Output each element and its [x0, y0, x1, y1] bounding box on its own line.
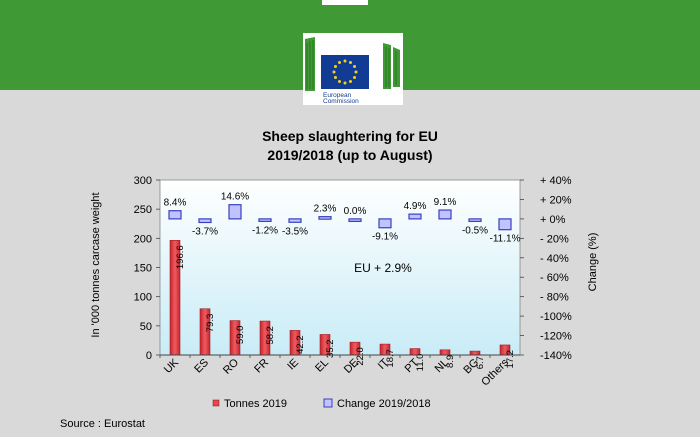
tonnes-data-label: 17.2: [505, 350, 516, 369]
change-bar-bg: [468, 218, 482, 222]
tonnes-bar-bg: [469, 350, 481, 356]
y2-tick-label: + 0%: [540, 214, 566, 226]
change-data-label: 9.1%: [434, 197, 457, 208]
change-data-label: 0.0%: [344, 206, 367, 217]
category-label-ie: IE: [285, 357, 301, 373]
change-data-label: 14.6%: [221, 192, 249, 203]
tonnes-data-label: 35.2: [325, 339, 336, 358]
change-data-label: 8.4%: [164, 198, 187, 209]
eu-annotation: EU + 2.9%: [354, 261, 412, 275]
header-tab: [322, 0, 368, 5]
y-tick-label: 250: [134, 204, 152, 216]
chart-title-line1: Sheep slaughtering for EU: [262, 128, 438, 144]
legend-label-tonnes: Tonnes 2019: [224, 398, 287, 410]
legend: Tonnes 2019 Change 2019/2018: [212, 398, 431, 410]
y-tick-label: 50: [140, 321, 152, 333]
category-label-ro: RO: [221, 356, 241, 376]
change-data-label: -0.5%: [462, 225, 488, 236]
tonnes-data-label: 59.0: [235, 326, 246, 345]
y2-tick-label: -100%: [540, 311, 572, 323]
change-bar-de: [348, 218, 362, 222]
european-commission-logo: European Commission: [303, 33, 403, 105]
change-data-label: 4.9%: [404, 201, 427, 212]
logo-text-line2: Commission: [323, 98, 359, 105]
legend-swatch-tonnes: [212, 399, 220, 407]
tonnes-data-label: 11.0: [415, 354, 426, 372]
category-label-uk: UK: [162, 356, 182, 376]
y2-axis-label: Change (%): [587, 233, 599, 292]
y2-tick-label: + 40%: [540, 175, 572, 187]
tonnes-data-label: 8.9: [445, 355, 456, 368]
tonnes-bar-nl: [439, 349, 451, 356]
tonnes-data-label: 18.7: [385, 349, 396, 368]
change-bar-es: [198, 218, 212, 224]
y2-tick-label: -140%: [540, 350, 572, 362]
y-axis-label: In '000 tonnes carcase weight: [90, 192, 102, 337]
change-data-label: -3.7%: [192, 226, 218, 237]
tonnes-data-label: 79.3: [205, 314, 216, 333]
tonnes-data-label: 6.7: [475, 356, 486, 369]
change-bar-ie: [288, 218, 302, 223]
y2-tick-label: + 20%: [540, 194, 572, 206]
change-bar-ro: [228, 204, 242, 220]
change-data-label: -9.1%: [372, 232, 398, 243]
category-label-fr: FR: [252, 357, 271, 376]
source-note: Source : Eurostat: [60, 418, 145, 430]
y2-tick-label: -120%: [540, 331, 572, 343]
y-tick-label: 200: [134, 233, 152, 245]
change-bar-el: [318, 216, 332, 220]
plot-area: [159, 179, 521, 356]
logo-text-line1: European: [323, 92, 352, 99]
change-bar-uk: [168, 210, 182, 220]
y-tick-label: 100: [134, 292, 152, 304]
change-bar-nl: [438, 209, 452, 220]
tonnes-data-label: 196.6: [175, 245, 186, 269]
category-label-el: EL: [313, 357, 331, 375]
legend-swatch-change: [323, 398, 333, 408]
change-data-label: -11.1%: [490, 234, 521, 245]
change-data-label: -3.5%: [282, 226, 308, 237]
tonnes-data-label: 42.2: [295, 335, 306, 354]
y-tick-label: 150: [134, 263, 152, 275]
change-bar-fr: [258, 218, 272, 222]
y2-tick-label: - 60%: [540, 272, 569, 284]
y2-tick-label: - 80%: [540, 292, 569, 304]
category-label-es: ES: [192, 357, 211, 376]
y-tick-label: 0: [146, 350, 152, 362]
y2-tick-label: - 20%: [540, 233, 569, 245]
change-data-label: 2.3%: [314, 204, 337, 215]
change-bar-others: [498, 218, 512, 231]
y-tick-label: 300: [134, 175, 152, 187]
chart-title: Sheep slaughtering for EU 2019/2018 (up …: [0, 127, 700, 165]
change-data-label: -1.2%: [252, 225, 278, 236]
tonnes-data-label: 22.0: [355, 347, 366, 366]
legend-label-change: Change 2019/2018: [337, 398, 431, 410]
y2-tick-label: - 40%: [540, 253, 569, 265]
change-bar-it: [378, 218, 392, 229]
tonnes-data-label: 58.2: [265, 326, 276, 345]
change-bar-pt: [408, 213, 422, 220]
chart-title-line2: 2019/2018 (up to August): [267, 147, 433, 163]
